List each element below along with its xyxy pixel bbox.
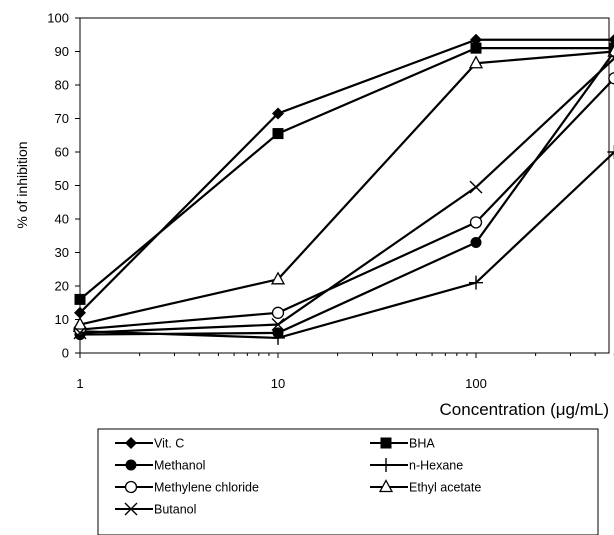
y-tick-label: 70 bbox=[55, 111, 69, 126]
y-tick-label: 60 bbox=[55, 145, 69, 160]
plus-marker bbox=[379, 458, 393, 472]
series-line bbox=[79, 77, 614, 331]
series-0 bbox=[74, 33, 614, 319]
series-3 bbox=[73, 145, 614, 345]
circle-marker bbox=[470, 236, 482, 248]
legend-item: BHA bbox=[370, 437, 435, 451]
open-triangle-marker bbox=[72, 316, 88, 330]
y-tick-label: 80 bbox=[55, 78, 69, 93]
legend-item: n-Hexane bbox=[370, 458, 463, 473]
x-marker bbox=[124, 502, 138, 516]
legend-item: Methylene chloride bbox=[115, 481, 259, 495]
series-6 bbox=[73, 51, 614, 340]
x-axis-title: Concentration (μg/mL) bbox=[440, 400, 609, 419]
y-tick-label: 20 bbox=[55, 279, 69, 294]
legend-box bbox=[97, 428, 599, 535]
legend-label: Methanol bbox=[154, 459, 205, 473]
x-marker bbox=[73, 326, 87, 340]
series-2 bbox=[74, 46, 614, 341]
legend-item: Butanol bbox=[115, 503, 196, 517]
square-marker bbox=[380, 437, 392, 449]
open-circle-marker bbox=[271, 306, 285, 319]
legend: Vit. C BHA Methanol n-Hexane Methylene chlor… bbox=[97, 428, 599, 535]
y-tick-label: 40 bbox=[55, 212, 69, 227]
series-line bbox=[79, 50, 614, 336]
series-4 bbox=[73, 72, 614, 336]
x-tick-label: 1 bbox=[76, 376, 83, 391]
x-marker bbox=[271, 318, 285, 332]
open-triangle-marker bbox=[378, 479, 394, 493]
plus-marker bbox=[271, 330, 285, 345]
y-tick-label: 10 bbox=[55, 312, 69, 327]
open-circle-marker bbox=[124, 480, 138, 494]
x-tick-label: 100 bbox=[465, 376, 487, 391]
series-5 bbox=[72, 44, 614, 330]
legend-label: Butanol bbox=[154, 503, 196, 517]
legend-label: BHA bbox=[409, 437, 435, 451]
open-triangle-marker bbox=[270, 271, 286, 285]
square-marker bbox=[74, 293, 86, 305]
x-marker bbox=[607, 51, 614, 65]
plus-marker bbox=[469, 275, 483, 290]
x-marker bbox=[469, 180, 483, 194]
series-line bbox=[79, 38, 614, 314]
legend-item: Ethyl acetate bbox=[370, 479, 481, 495]
series-1 bbox=[74, 42, 614, 305]
open-circle-marker bbox=[469, 216, 483, 229]
diamond-marker bbox=[125, 437, 137, 449]
x-tick-label: 10 bbox=[271, 376, 285, 391]
series-line bbox=[79, 57, 614, 334]
diamond-marker bbox=[608, 34, 614, 46]
series-line bbox=[79, 151, 614, 340]
legend-label: n-Hexane bbox=[409, 459, 463, 473]
y-tick-label: 50 bbox=[55, 178, 69, 193]
legend-item: Methanol bbox=[115, 459, 205, 473]
series-line bbox=[79, 47, 614, 301]
open-circle-marker bbox=[608, 72, 614, 85]
y-tick-label: 100 bbox=[47, 11, 69, 26]
legend-label: Methylene chloride bbox=[154, 481, 259, 495]
square-marker bbox=[272, 128, 284, 140]
y-tick-label: 90 bbox=[55, 44, 69, 59]
legend-label: Vit. C bbox=[154, 437, 184, 451]
plus-marker bbox=[607, 145, 614, 159]
series-layer bbox=[72, 33, 614, 345]
diamond-marker bbox=[74, 306, 86, 319]
legend-label: Ethyl acetate bbox=[409, 481, 481, 495]
diamond-marker bbox=[272, 107, 284, 120]
y-tick-label: 30 bbox=[55, 245, 69, 260]
open-triangle-marker bbox=[468, 55, 484, 69]
square-marker bbox=[470, 42, 482, 54]
circle-marker bbox=[125, 459, 137, 471]
y-tick-label: 0 bbox=[62, 346, 69, 361]
series-line bbox=[79, 50, 614, 326]
y-axis-title: % of inhibition bbox=[14, 141, 30, 228]
legend-item: Vit. C bbox=[115, 437, 184, 451]
